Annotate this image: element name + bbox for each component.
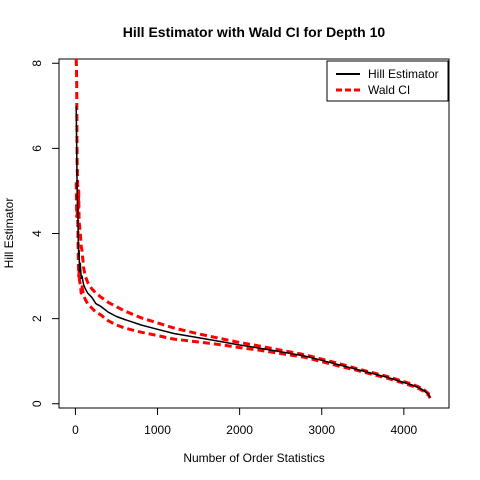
x-axis-label: Number of Order Statistics (183, 451, 324, 465)
series-line-wald-ci-lower (74, 182, 432, 399)
x-tick-label: 1000 (144, 423, 171, 437)
y-axis-label: Hill Estimator (2, 198, 16, 269)
x-tick-label: 0 (72, 423, 79, 437)
legend: Hill Estimator Wald CI (326, 60, 449, 102)
y-axis: 0 2 4 6 8 (30, 60, 60, 407)
chart-title: Hill Estimator with Wald CI for Depth 10 (123, 24, 386, 40)
legend-label-wald-ci: Wald CI (368, 83, 410, 97)
series-line-hill-estimator (75, 105, 431, 398)
series-layer (74, 59, 432, 399)
y-tick-label: 4 (30, 230, 44, 237)
x-axis: 0 1000 2000 3000 4000 (72, 407, 418, 437)
x-tick-label: 4000 (390, 423, 417, 437)
y-tick-label: 0 (30, 400, 44, 407)
legend-label-hill-estimator: Hill Estimator (368, 67, 439, 81)
x-tick-label: 3000 (308, 423, 335, 437)
y-tick-label: 2 (30, 315, 44, 322)
y-tick-label: 8 (30, 60, 44, 67)
legend-box (326, 60, 449, 102)
y-tick-label: 6 (30, 145, 44, 152)
x-tick-label: 2000 (226, 423, 253, 437)
series-line-wald-ci-upper (74, 59, 432, 398)
